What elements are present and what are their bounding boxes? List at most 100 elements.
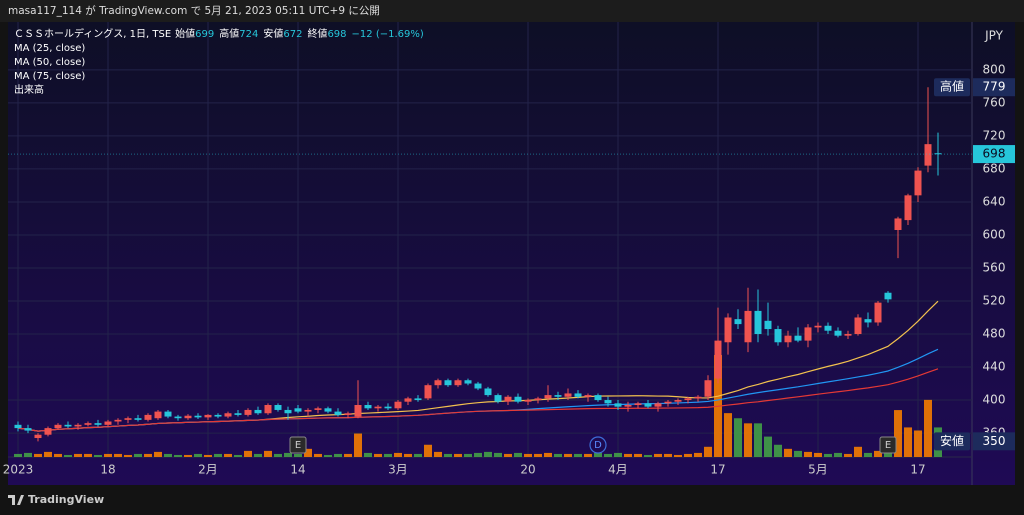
candle-body xyxy=(864,319,872,323)
candle-body xyxy=(384,406,392,409)
candle-body xyxy=(144,414,152,420)
legend-part: 安値 xyxy=(263,27,283,40)
x-tick-label: 2023 xyxy=(3,463,34,477)
candle-body xyxy=(914,170,922,196)
volume-bar xyxy=(724,413,732,457)
volume-bar xyxy=(324,454,332,457)
volume-bar xyxy=(514,452,522,457)
volume-bar xyxy=(354,433,362,457)
x-tick-label: 14 xyxy=(290,463,305,477)
volume-bar xyxy=(24,452,32,457)
legend-part: 699 xyxy=(195,29,214,40)
volume-bar xyxy=(804,451,812,457)
candle-body xyxy=(714,340,722,379)
candle-body xyxy=(124,418,132,420)
legend-line: ＣＳＳホールディングス, 1日, TSE 始値699 高値724 安値672 終値698… xyxy=(14,27,424,40)
volume-bar xyxy=(34,453,42,457)
candle-body xyxy=(164,411,172,417)
extreme-badge xyxy=(934,78,970,97)
volume-bar xyxy=(414,453,422,457)
volume-bar xyxy=(654,453,662,457)
x-tick-label: 3月 xyxy=(388,463,408,477)
candle-body xyxy=(464,380,472,384)
candle-body xyxy=(324,408,332,412)
candle-body xyxy=(274,404,282,410)
last-price-label: 698 xyxy=(983,147,1006,161)
event-label: E xyxy=(885,440,891,451)
candle-body xyxy=(684,398,692,401)
candle-body xyxy=(734,319,742,325)
candle-body xyxy=(154,411,162,419)
volume-bar xyxy=(144,453,152,457)
volume-bar xyxy=(264,450,272,457)
volume-bar xyxy=(914,430,922,457)
candle-body xyxy=(844,334,852,336)
label-layer: 3604004404805205606006406807207608002023… xyxy=(3,27,1015,477)
volume-bar xyxy=(664,453,672,457)
candle-body xyxy=(244,409,252,415)
volume-bar xyxy=(84,453,92,457)
candle-body xyxy=(694,396,702,399)
volume-bar xyxy=(394,452,402,457)
volume-bar xyxy=(524,453,532,457)
candle-body xyxy=(44,428,52,435)
volume-bar xyxy=(74,453,82,457)
volume-bar xyxy=(814,452,822,457)
candle-body xyxy=(704,380,712,397)
x-tick-label: 2月 xyxy=(198,463,218,477)
volume-bar xyxy=(774,444,782,457)
y-tick-label: 560 xyxy=(983,260,1006,274)
candle-body xyxy=(574,393,582,397)
volume-bar xyxy=(154,451,162,457)
legend-part: 672 xyxy=(283,29,302,40)
volume-bar xyxy=(534,453,542,457)
candle-body xyxy=(624,404,632,407)
candle-layer xyxy=(14,87,942,442)
candle-body xyxy=(794,335,802,341)
moving-average xyxy=(17,368,939,432)
ma-legend: MA (50, close) xyxy=(14,57,85,68)
volume-bar xyxy=(684,453,692,457)
event-marker xyxy=(589,436,607,454)
candle-body xyxy=(564,393,572,397)
candle-body xyxy=(194,415,202,418)
volume-bar xyxy=(294,453,302,457)
volume-bar xyxy=(114,453,122,457)
volume-bar xyxy=(224,453,232,457)
volume-bar xyxy=(454,453,462,457)
y-tick-label: 440 xyxy=(983,360,1006,374)
candle-body xyxy=(654,403,662,407)
volume-bar xyxy=(854,446,862,457)
candle-body xyxy=(394,401,402,409)
candle-body xyxy=(224,413,232,417)
volume-bar xyxy=(704,446,712,457)
y-tick-label: 640 xyxy=(983,194,1006,208)
y-tick-label: 520 xyxy=(983,293,1006,307)
candle-body xyxy=(434,380,442,386)
volume-bar xyxy=(374,453,382,457)
candle-body xyxy=(424,385,432,399)
candle-body xyxy=(334,411,342,415)
x-tick-label: 4月 xyxy=(608,463,628,477)
volume-bar xyxy=(64,454,72,457)
candle-body xyxy=(34,434,42,439)
candle-body xyxy=(774,329,782,343)
candle-body xyxy=(804,327,812,341)
extreme-name: 安値 xyxy=(940,433,964,448)
legend-part: 724 xyxy=(239,29,258,40)
ma-legend: MA (25, close) xyxy=(14,43,85,54)
volume-bar xyxy=(904,427,912,457)
volume-bar xyxy=(304,448,312,457)
candle-body xyxy=(344,413,352,415)
extreme-name: 高値 xyxy=(940,79,964,94)
volume-bar xyxy=(644,454,652,457)
volume-bar xyxy=(754,423,762,457)
candle-body xyxy=(454,380,462,386)
volume-bar xyxy=(874,450,882,457)
candle-body xyxy=(134,418,142,420)
candle-body xyxy=(674,400,682,402)
event-marker xyxy=(879,436,897,454)
extreme-value: 350 xyxy=(983,434,1006,448)
volume-bar xyxy=(924,399,932,457)
